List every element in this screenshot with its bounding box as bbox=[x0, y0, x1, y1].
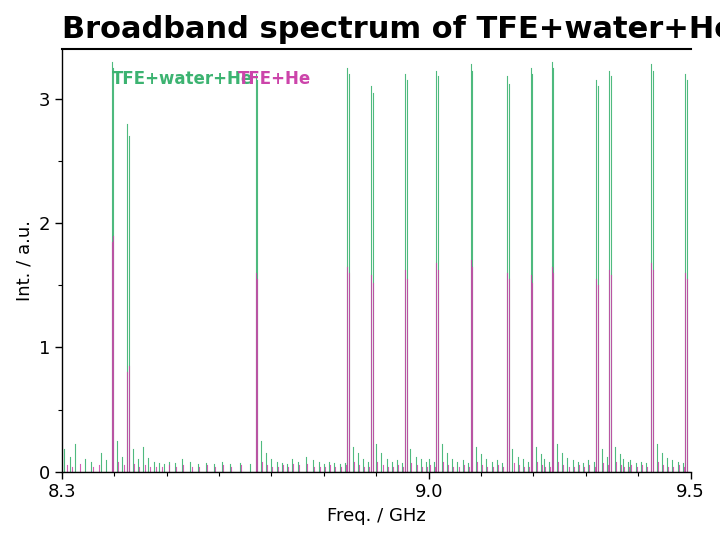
Text: TFE+water+He: TFE+water+He bbox=[112, 70, 253, 88]
Y-axis label: Int. / a.u.: Int. / a.u. bbox=[15, 220, 33, 301]
Text: TFE+He: TFE+He bbox=[238, 70, 311, 88]
Text: Broadband spectrum of TFE+water+He: Broadband spectrum of TFE+water+He bbox=[62, 15, 720, 44]
X-axis label: Freq. / GHz: Freq. / GHz bbox=[327, 507, 426, 525]
